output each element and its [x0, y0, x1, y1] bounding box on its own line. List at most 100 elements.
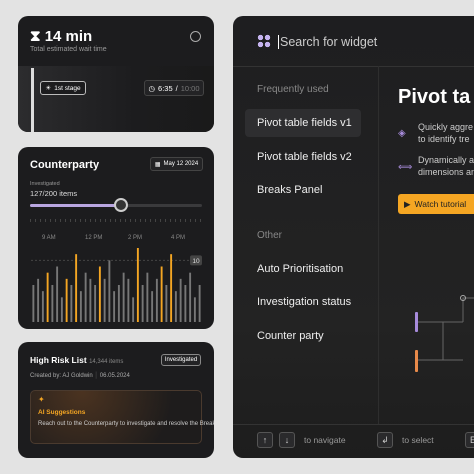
meta: Created by: AJ Goldwin │ 06.05.2024 [30, 373, 130, 379]
bar [98, 266, 101, 322]
created-by: Created by: AJ Goldwin [30, 373, 93, 379]
bar [136, 248, 139, 322]
separator: / [175, 83, 178, 93]
footer-divider [233, 424, 474, 425]
bar [170, 254, 173, 322]
feature-icon: ◈ [398, 128, 406, 139]
bar [160, 266, 163, 322]
section-title: Other [257, 229, 283, 241]
date-chip[interactable]: ▦ May 12 2024 [150, 157, 203, 171]
button-text: Watch tutorial [414, 199, 467, 209]
widget-item[interactable]: Pivot table fields v1 [245, 109, 361, 137]
tutorial-button[interactable]: ▶ Watch tutorial [398, 194, 474, 214]
widget-item[interactable]: Breaks Panel [257, 184, 323, 196]
progress-text: 127/200 items [30, 189, 78, 198]
select-hint: to select [402, 435, 434, 445]
key-enter: ↲ [377, 432, 393, 448]
bar [84, 272, 87, 322]
time-label: 9 AM [42, 235, 56, 241]
preview-title: Pivot ta [398, 86, 471, 108]
bar [51, 285, 54, 322]
duration: ⧗ 14 min [30, 28, 93, 45]
feature-text: dimensions an [418, 167, 474, 177]
bar [174, 291, 177, 322]
info-icon[interactable] [190, 31, 201, 42]
slider-fill [30, 204, 122, 207]
bar [37, 278, 40, 322]
bar [113, 291, 116, 322]
bar [155, 278, 158, 322]
bar [117, 285, 120, 322]
widget-icon [257, 34, 271, 48]
caption: Total estimated wait time [30, 46, 107, 53]
feature-icon: ⟺ [398, 162, 413, 173]
bar [184, 285, 187, 322]
bar [127, 278, 130, 322]
esc-text: E [469, 435, 474, 445]
bar [141, 285, 144, 322]
navigate-hint: to navigate [304, 435, 346, 445]
tick-badge [190, 255, 202, 266]
count: 14,344 items [89, 359, 124, 365]
bar [122, 272, 125, 322]
widget-item[interactable]: Investigation status [257, 296, 352, 308]
time-chip: ◷ 6:35/10:00 [144, 80, 204, 96]
bar [75, 254, 78, 322]
time-label: 2 PM [128, 235, 143, 241]
title: Counterparty [30, 159, 100, 171]
widget-item[interactable]: Pivot table fields v2 [257, 150, 352, 163]
ai-text: Reach out to the Counterparty to investi… [38, 421, 214, 427]
bar [193, 297, 196, 322]
status-chip: Investigated [161, 354, 201, 366]
bar [70, 285, 73, 322]
slider-knob[interactable] [114, 198, 128, 212]
search-input[interactable]: Search for widget [278, 35, 378, 49]
ai-box: ✦ AI Suggestions Reach out to the Counte… [30, 390, 214, 444]
stage-text: 1st stage [54, 84, 81, 92]
date: 06.05.2024 [99, 373, 130, 379]
widget-item[interactable]: Counter party [257, 329, 324, 342]
bar [56, 266, 59, 322]
bar [41, 291, 44, 322]
duration-text: 14 min [44, 28, 93, 45]
bar [94, 285, 97, 322]
date: May 12 2024 [163, 161, 199, 167]
bar [165, 285, 168, 322]
y-tick-label: 10 [192, 258, 200, 265]
ai-title: AI Suggestions [38, 409, 86, 416]
time-label: 12 PM [85, 235, 103, 241]
preview-diagram [415, 295, 474, 372]
feature-text: Dynamically a [418, 155, 474, 165]
widget-panel: Search for widget Frequently used Pivot t… [233, 16, 474, 458]
bar [189, 272, 192, 322]
bar [60, 297, 63, 322]
progress-label: Investigated [30, 181, 60, 187]
total: 10:00 [180, 83, 200, 93]
elapsed: 6:35 [158, 83, 173, 93]
risk-card: High Risk List 14,344 items Investigated… [18, 342, 214, 458]
bar [103, 278, 106, 322]
bar [65, 278, 68, 322]
title: High Risk List [30, 355, 87, 365]
wait-card: ⧗ 14 min Total estimated wait time ☀ 1st… [18, 16, 214, 132]
key-up: ↑ [257, 432, 273, 448]
time-label: 4 PM [171, 235, 186, 241]
progress-area [18, 66, 214, 132]
activity-chart: 10 [31, 248, 202, 322]
column-divider [378, 66, 379, 424]
divider [233, 66, 474, 67]
risk-header: High Risk List 14,344 items [30, 355, 123, 365]
feature-text: Quickly aggre [418, 122, 474, 132]
ai-icon: ✦ [38, 395, 45, 404]
bar [198, 285, 201, 322]
bar [79, 291, 82, 322]
stage-chip: ☀ 1st stage [40, 81, 86, 95]
feature-text: to identify tre [418, 134, 470, 144]
bar [146, 272, 149, 322]
bar [151, 291, 154, 322]
bar [32, 285, 35, 322]
bar [132, 297, 135, 322]
widget-item[interactable]: Auto Prioritisation [257, 262, 344, 275]
key-down: ↓ [279, 432, 295, 448]
